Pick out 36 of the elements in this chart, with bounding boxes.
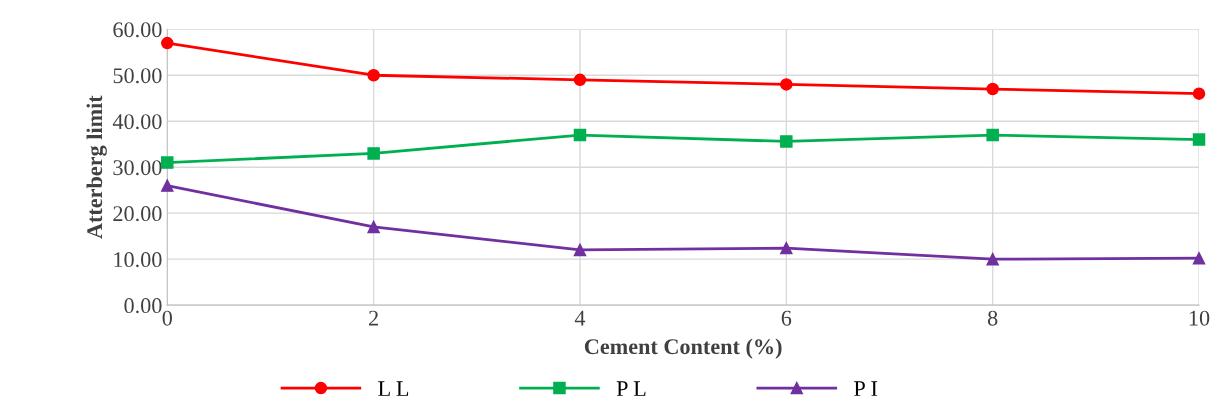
x-tick-label: 6 xyxy=(781,310,792,326)
point xyxy=(986,82,999,96)
x-tick-label: 2 xyxy=(369,310,378,326)
point xyxy=(573,243,587,257)
point xyxy=(1192,133,1206,146)
y-tick-label: 50.00 xyxy=(113,68,162,84)
legend-label: P I xyxy=(854,381,878,396)
point xyxy=(161,36,174,50)
legend-label: P L xyxy=(616,381,646,396)
point xyxy=(1192,87,1206,100)
point xyxy=(573,128,587,142)
y-tick-label: 10.00 xyxy=(114,252,162,268)
point xyxy=(573,73,587,87)
x-tick-label: 8 xyxy=(987,310,998,326)
point xyxy=(780,241,793,255)
legend-label: L L xyxy=(378,381,409,396)
point xyxy=(367,68,380,82)
point xyxy=(986,252,999,266)
point xyxy=(367,147,380,160)
x-axis-title: Cement Content (%) xyxy=(584,338,782,359)
point xyxy=(780,135,793,148)
y-tick-label: 40.00 xyxy=(112,114,162,130)
point xyxy=(1192,251,1206,265)
x-tick-label: 0 xyxy=(162,310,172,326)
y-tick-label: 60.00 xyxy=(113,22,162,38)
point xyxy=(986,128,999,142)
y-tick-label: 30.00 xyxy=(113,160,162,176)
y-axis-title: Atterberg limit xyxy=(86,95,107,239)
y-tick-label: 0.00 xyxy=(124,298,162,314)
point xyxy=(780,78,793,91)
point xyxy=(161,156,174,169)
point xyxy=(367,220,380,234)
x-tick-label: 10 xyxy=(1189,310,1210,326)
point xyxy=(161,179,174,192)
x-tick-label: 4 xyxy=(574,310,586,326)
y-tick-label: 20.00 xyxy=(113,206,162,222)
